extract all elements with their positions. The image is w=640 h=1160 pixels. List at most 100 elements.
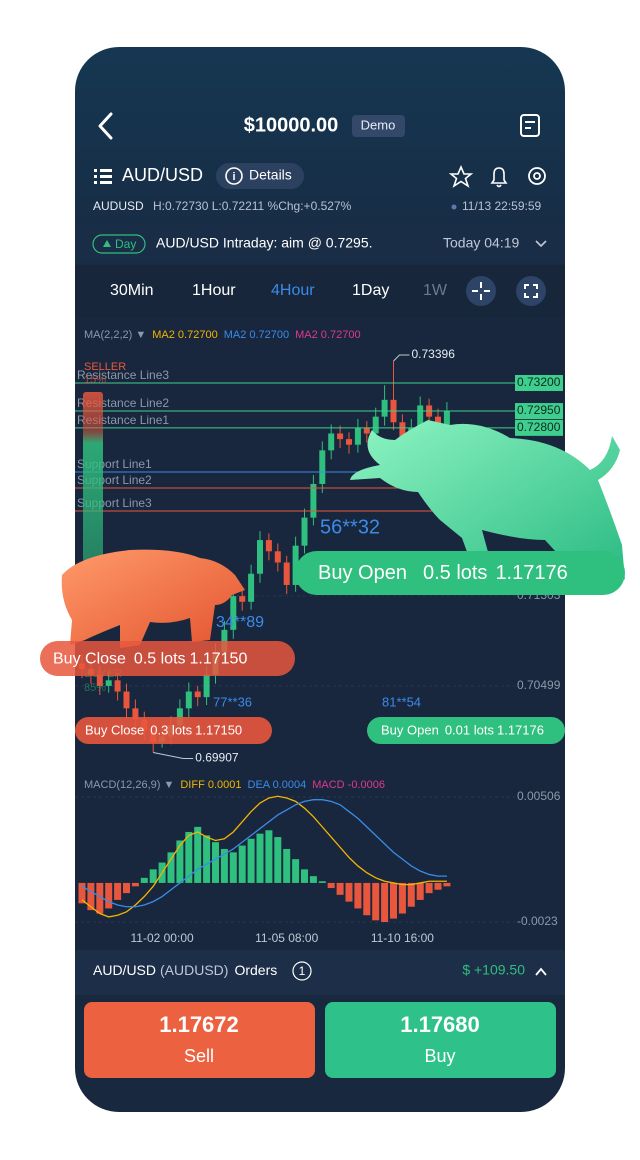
- orders-expand[interactable]: [535, 967, 547, 976]
- timeframe-tab[interactable]: 30Min: [110, 282, 154, 299]
- x-tick-label: 11-02 00:00: [131, 931, 194, 945]
- candle-body: [310, 483, 317, 518]
- candle-body: [417, 405, 424, 428]
- timeframe-tab[interactable]: 1Day: [352, 282, 389, 299]
- order-price: 1.17176: [495, 562, 567, 584]
- order-pill[interactable]: [75, 717, 272, 744]
- x-tick-label: 11-10 16:00: [371, 931, 434, 945]
- fullscreen-button[interactable]: [516, 276, 546, 306]
- order-action: Buy Open: [381, 723, 439, 738]
- macd-bar: [140, 877, 148, 883]
- mode: Demo: [361, 117, 396, 132]
- candle-body: [301, 517, 308, 546]
- order-text: Buy Close 0.5 lots 1.17150: [53, 651, 247, 668]
- details-label[interactable]: Details: [249, 167, 292, 183]
- order-pill[interactable]: [40, 641, 295, 676]
- macd-bar: [398, 882, 406, 914]
- macd-bar: [292, 859, 300, 883]
- settings-icon[interactable]: [528, 167, 546, 185]
- crosshair-button[interactable]: [466, 276, 496, 306]
- macd-bar: [354, 882, 362, 909]
- timeframe-tab[interactable]: 4Hour: [271, 282, 315, 299]
- price-line-tag: [515, 375, 563, 392]
- indicator-label: MACD(12,26,9) ▼: [84, 779, 174, 791]
- orders-title: AUD/USD (AUDUSD) Orders: [93, 962, 277, 978]
- macd-bar: [212, 842, 219, 883]
- symbol-code: AUDUSD: [93, 199, 144, 213]
- candle-body: [283, 562, 290, 585]
- macd-bar: [114, 882, 122, 900]
- price-line-tag: [515, 419, 563, 436]
- macd-bar: [256, 833, 264, 883]
- bell-icon[interactable]: [490, 167, 508, 188]
- timeframe-tab[interactable]: 1Hour: [192, 282, 236, 299]
- candle-body: [354, 427, 361, 445]
- macd-bar: [167, 852, 175, 883]
- candle-body: [239, 596, 246, 602]
- candle-body: [230, 596, 237, 630]
- macd-bar: [203, 835, 211, 883]
- status-dot: [451, 204, 457, 210]
- macd-bar: [220, 848, 228, 883]
- indicator-legend: MACD(12,26,9) ▼ DIFF 0.0001 DEA 0.0004 MACD…: [84, 779, 385, 791]
- candle-body: [381, 399, 388, 417]
- macd-bar: [265, 830, 273, 883]
- indicator-label: MA(2,2,2) ▼: [84, 329, 146, 341]
- x-tick-label: 11-05 08:00: [255, 931, 318, 945]
- macd-bar: [416, 882, 424, 900]
- candle-body: [176, 708, 183, 726]
- orders-count: 1: [299, 964, 306, 978]
- phone-content: MA(2,2,2) ▼ MA2 0.72700 MA2 0.72700 MA2 0.7…: [75, 225, 565, 995]
- candle-body: [248, 573, 255, 602]
- symbol: AUD/USD: [122, 165, 203, 185]
- buy-label: Buy: [424, 1046, 455, 1066]
- macd-bar: [131, 882, 139, 887]
- order-price: 1.17150: [190, 651, 248, 668]
- crosshair-glyph: [472, 282, 490, 300]
- macd-bar: [363, 882, 371, 916]
- order-text: Buy Open 0.01 lots 1.17176: [381, 723, 544, 738]
- order-lots: 0.01 lots: [445, 723, 495, 738]
- macd-bar: [381, 882, 389, 923]
- list-icon[interactable]: [94, 169, 112, 184]
- candle-body: [132, 708, 139, 720]
- candle-body: [443, 411, 450, 428]
- macd-bar: [425, 882, 433, 894]
- candle-body: [399, 422, 406, 440]
- macd-bar: [434, 882, 442, 890]
- orders-symbol: AUD/USD: [93, 962, 156, 978]
- news-expand[interactable]: [535, 240, 547, 248]
- info-icon: [225, 167, 243, 185]
- price-line-name: Resistance Line3: [77, 368, 169, 382]
- sell-button[interactable]: [84, 1002, 315, 1078]
- macd-bar: [301, 869, 308, 883]
- orders-band: [75, 950, 565, 995]
- order-text: Buy Open 0.5 lots 1.17176: [318, 562, 568, 584]
- order-icon[interactable]: [520, 114, 540, 137]
- macd-bar: [390, 882, 397, 919]
- order-price: 1.17150: [195, 723, 242, 738]
- order-pill[interactable]: [367, 717, 565, 744]
- macd-bar: [407, 882, 415, 907]
- indicator-label: MA2 0.72700: [152, 329, 217, 341]
- back-button[interactable]: [98, 112, 113, 140]
- news-text[interactable]: AUD/USD Intraday: aim @ 0.7295.: [156, 235, 373, 251]
- leader-line: [393, 354, 410, 362]
- buy-button[interactable]: [325, 1002, 556, 1078]
- macd-bar: [283, 848, 291, 883]
- macd-bar: [372, 882, 380, 921]
- y-tick-label: 0.00506: [517, 789, 561, 803]
- seller-label: SELLER: [84, 361, 126, 373]
- indicator-label: DEA 0.0004: [248, 779, 307, 791]
- chart-layer: MA(2,2,2) ▼ MA2 0.72700 MA2 0.72700 MA2 0.7…: [75, 329, 563, 945]
- order-pill[interactable]: [295, 551, 625, 595]
- demo-badge: [352, 115, 405, 137]
- timeframe-tab[interactable]: 1W: [423, 282, 448, 299]
- seller-pct: 15%: [84, 374, 106, 386]
- candle-body: [328, 433, 335, 451]
- indicator-label: DIFF 0.0001: [180, 779, 241, 791]
- orders-count-badge: [292, 961, 312, 981]
- star-icon[interactable]: [448, 164, 474, 188]
- news-tag-label: Day: [115, 237, 136, 251]
